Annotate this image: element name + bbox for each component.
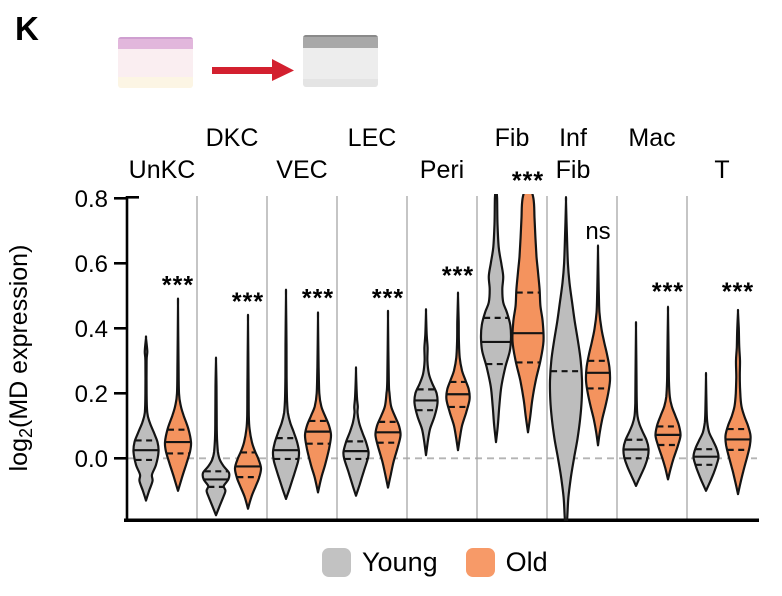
panel-letter: K: [15, 10, 39, 47]
group-label: T: [714, 156, 729, 184]
significance-label: ***: [372, 285, 404, 313]
y-axis-title: log2(MD expression): [5, 245, 36, 472]
significance-label: ***: [652, 278, 684, 306]
old-epidermis-strip: [303, 35, 378, 48]
young-epidermis-strip: [118, 37, 193, 49]
arrow-shaft: [212, 67, 274, 74]
significance-label: ***: [512, 167, 544, 195]
violins-layer: [132, 194, 752, 521]
group-label: DKC: [206, 124, 259, 152]
violin-old-fib: [511, 194, 545, 434]
violin-young-peri: [413, 308, 439, 457]
chart-legend: Young Old: [322, 548, 548, 577]
violin-young-unkc: [132, 335, 160, 502]
old-skin-illustration: [303, 35, 378, 87]
violin-old-unkc: [163, 297, 193, 492]
aging-arrow-icon: [212, 59, 294, 81]
legend-label-old: Old: [505, 547, 548, 577]
group-label: Peri: [420, 156, 464, 184]
violin-young-vec: [271, 288, 301, 500]
group-label: LEC: [348, 124, 397, 152]
y-tick-label: 0.0: [75, 446, 108, 473]
young-color-swatch: [322, 548, 351, 577]
significance-label: ***: [232, 288, 264, 316]
old-dermis-strip: [303, 48, 378, 79]
significance-label: ***: [442, 262, 474, 290]
significance-label: ***: [302, 285, 334, 313]
significance-label: ***: [162, 272, 194, 300]
group-label: Fib: [495, 124, 530, 152]
violin-old-dkc: [233, 313, 263, 510]
violin-young-lec: [342, 366, 370, 497]
arrow-head: [272, 59, 294, 81]
significance-label: ns: [585, 218, 610, 245]
violin-old-mac: [654, 305, 682, 481]
legend-item-old: Old: [465, 547, 548, 577]
violin-young-dkc: [201, 356, 231, 517]
violin-young-t: [692, 371, 720, 492]
legend-label-young: Young: [362, 547, 438, 577]
young-dermis-strip: [118, 49, 193, 77]
group-label: Mac: [628, 124, 675, 152]
violin-young-inf-fib: [548, 195, 584, 521]
y-tick-label: 0.2: [75, 381, 108, 408]
y-tick-label: 0.6: [75, 251, 108, 278]
old-color-swatch: [465, 548, 495, 577]
y-tick-label: 0.4: [75, 316, 108, 343]
young-hypodermis-strip: [118, 77, 193, 88]
group-label: UnKC: [129, 156, 196, 184]
legend-item-young: Young: [322, 548, 438, 577]
significance-label: ***: [722, 278, 754, 306]
old-hypodermis-strip: [303, 79, 378, 87]
y-tick-label: 0.8: [75, 186, 108, 213]
violin-old-vec: [303, 311, 333, 494]
group-label: VEC: [276, 156, 327, 184]
young-skin-illustration: [118, 37, 193, 88]
group-label: Inf: [559, 124, 587, 152]
violin-old-peri: [445, 291, 471, 452]
violin-old-t: [724, 308, 752, 496]
violin-old-lec: [374, 309, 402, 489]
group-label: Fib: [556, 156, 591, 184]
violin-young-fib: [479, 194, 513, 444]
violin-old-inf-fib: [584, 244, 612, 447]
violin-young-mac: [622, 321, 650, 487]
